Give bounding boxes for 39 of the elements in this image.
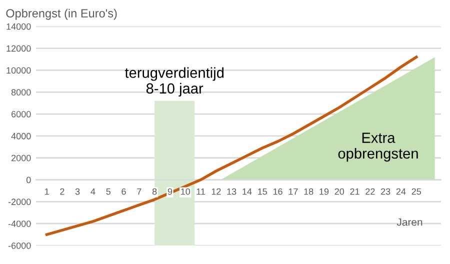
x-tick-label: 25 bbox=[412, 188, 422, 195]
x-tick-label: 8 bbox=[152, 188, 157, 195]
y-tick-label: 12000 bbox=[6, 45, 31, 52]
y-tick-label: 8000 bbox=[11, 89, 31, 96]
x-tick-label: 12 bbox=[212, 188, 221, 195]
x-tick-label: 15 bbox=[258, 188, 268, 195]
band-label: terugverdientijd 8-10 jaar bbox=[124, 67, 224, 97]
x-tick-label: 6 bbox=[122, 188, 126, 195]
x-axis-title: Jaren bbox=[396, 218, 422, 226]
x-tick-label: 4 bbox=[90, 188, 96, 195]
x-tick-label: 19 bbox=[320, 188, 329, 195]
x-tick-label: 14 bbox=[242, 188, 252, 195]
y-tick-label: 4000 bbox=[11, 132, 31, 140]
y-axis-title: Opbrengst (in Euro's) bbox=[6, 8, 117, 20]
x-tick-label: 20 bbox=[334, 188, 344, 195]
x-tick-label: 5 bbox=[106, 188, 111, 195]
x-tick-label: 22 bbox=[366, 188, 375, 195]
y-tick-label: 2000 bbox=[12, 154, 31, 162]
y-tick-label: 0 bbox=[26, 176, 31, 184]
x-tick-label: 11 bbox=[196, 188, 206, 195]
x-tick-label: 23 bbox=[380, 188, 390, 195]
y-tick-label: 10000 bbox=[6, 67, 31, 74]
x-tick-label: 16 bbox=[273, 188, 282, 195]
x-tick-label: 3 bbox=[75, 188, 80, 195]
y-tick-label: -6000 bbox=[8, 242, 31, 249]
x-tick-label: 17 bbox=[288, 188, 298, 195]
y-tick-label: 14000 bbox=[6, 23, 31, 30]
x-tick-label: 13 bbox=[227, 188, 236, 195]
y-tick-label: -2000 bbox=[8, 198, 31, 206]
x-tick-label: 2 bbox=[60, 188, 64, 195]
x-tick-label: 1 bbox=[44, 188, 49, 195]
x-tick-label: 10 bbox=[181, 188, 190, 195]
y-tick-label: -4000 bbox=[8, 220, 31, 227]
x-tick-label: 7 bbox=[137, 188, 142, 195]
x-tick-label: 18 bbox=[304, 188, 314, 195]
x-tick-label: 21 bbox=[350, 188, 360, 195]
x-tick-label: 24 bbox=[396, 188, 406, 195]
y-tick-label: 6000 bbox=[12, 111, 31, 118]
annotation: Extra opbrengsten bbox=[338, 132, 418, 162]
